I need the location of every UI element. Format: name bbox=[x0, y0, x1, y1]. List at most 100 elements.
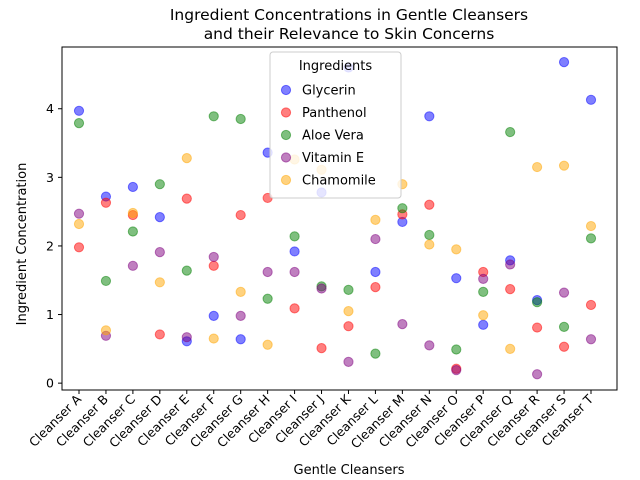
point-aloe-vera-13 bbox=[397, 203, 408, 214]
legend-box bbox=[269, 51, 402, 199]
legend: Ingredients Glycerin Panthenol Aloe Vera Vit… bbox=[269, 51, 402, 199]
point-panthenol-18 bbox=[532, 322, 543, 333]
point-vitamin-e-3 bbox=[127, 260, 138, 271]
point-chamomile-8 bbox=[262, 339, 273, 350]
legend-label-aloe-vera: Aloe Vera bbox=[302, 129, 364, 144]
point-aloe-vera-6 bbox=[208, 111, 219, 122]
chart-title-line-1: Ingredient Concentrations in Gentle Clea… bbox=[170, 6, 528, 24]
point-chamomile-11 bbox=[343, 306, 354, 317]
point-panthenol-17 bbox=[505, 284, 516, 295]
point-aloe-vera-2 bbox=[100, 275, 112, 287]
y-tick-label-0: 0 bbox=[46, 376, 54, 391]
point-aloe-vera-18 bbox=[532, 297, 543, 308]
legend-marker-chamomile bbox=[280, 174, 292, 186]
point-panthenol-1 bbox=[73, 242, 85, 253]
y-tick-label-1: 1 bbox=[46, 307, 54, 322]
legend-marker-panthenol bbox=[280, 107, 292, 118]
legend-label-glycerin: Glycerin bbox=[302, 84, 356, 99]
point-panthenol-10 bbox=[316, 343, 327, 354]
point-aloe-vera-7 bbox=[235, 113, 246, 125]
point-aloe-vera-11 bbox=[343, 284, 354, 295]
point-panthenol-6 bbox=[208, 260, 219, 271]
point-glycerin-1 bbox=[73, 105, 85, 116]
point-aloe-vera-14 bbox=[424, 229, 435, 241]
point-chamomile-3 bbox=[127, 207, 138, 219]
legend-label-chamomile: Chamomile bbox=[302, 174, 376, 189]
point-vitamin-e-19 bbox=[558, 287, 570, 298]
point-glycerin-16 bbox=[478, 319, 489, 330]
point-chamomile-4 bbox=[154, 277, 165, 288]
point-vitamin-e-14 bbox=[424, 340, 435, 351]
point-glycerin-6 bbox=[208, 310, 219, 322]
point-vitamin-e-9 bbox=[289, 266, 300, 278]
point-chamomile-14 bbox=[424, 239, 435, 250]
point-panthenol-7 bbox=[235, 209, 246, 221]
point-vitamin-e-16 bbox=[478, 273, 489, 284]
point-chamomile-5 bbox=[181, 153, 192, 164]
point-aloe-vera-19 bbox=[558, 321, 570, 332]
point-chamomile-2 bbox=[100, 325, 112, 336]
point-vitamin-e-8 bbox=[262, 266, 273, 278]
point-vitamin-e-5 bbox=[181, 332, 192, 343]
point-vitamin-e-12 bbox=[370, 233, 381, 245]
point-glycerin-7 bbox=[235, 334, 246, 345]
point-panthenol-2 bbox=[100, 197, 112, 208]
point-aloe-vera-15 bbox=[451, 344, 462, 355]
point-aloe-vera-16 bbox=[478, 286, 489, 297]
point-chamomile-7 bbox=[235, 286, 246, 297]
point-glycerin-19 bbox=[558, 56, 570, 68]
point-panthenol-9 bbox=[289, 303, 300, 314]
point-vitamin-e-4 bbox=[154, 247, 165, 258]
point-panthenol-12 bbox=[370, 282, 381, 293]
point-aloe-vera-17 bbox=[505, 126, 516, 138]
point-glycerin-4 bbox=[154, 212, 165, 223]
point-chamomile-17 bbox=[505, 343, 516, 354]
legend-title: Ingredients bbox=[299, 59, 373, 74]
point-aloe-vera-3 bbox=[127, 226, 138, 237]
y-axis-title: Ingredient Concentration bbox=[15, 163, 30, 326]
point-chamomile-12 bbox=[370, 214, 381, 225]
y-tick-label-2: 2 bbox=[46, 238, 54, 253]
point-vitamin-e-7 bbox=[235, 310, 246, 322]
point-panthenol-11 bbox=[343, 321, 354, 332]
point-vitamin-e-20 bbox=[585, 334, 597, 345]
point-chamomile-18 bbox=[532, 161, 543, 173]
chart-title-line-2: and their Relevance to Skin Concerns bbox=[204, 25, 495, 43]
x-axis-title: Gentle Cleansers bbox=[294, 463, 405, 478]
point-glycerin-20 bbox=[585, 94, 597, 105]
y-tick-label-4: 4 bbox=[46, 101, 54, 116]
point-aloe-vera-20 bbox=[585, 233, 597, 244]
point-vitamin-e-18 bbox=[532, 369, 543, 380]
chart-title: Ingredient Concentrations in Gentle Clea… bbox=[170, 6, 528, 43]
point-panthenol-4 bbox=[154, 329, 165, 340]
point-aloe-vera-8 bbox=[262, 293, 273, 304]
legend-label-panthenol: Panthenol bbox=[302, 106, 367, 121]
series-aloe-vera bbox=[73, 111, 597, 359]
point-panthenol-19 bbox=[558, 341, 570, 352]
legend-label-vitamin-e: Vitamin E bbox=[302, 151, 364, 166]
legend-marker-vitamin-e bbox=[280, 152, 292, 163]
point-vitamin-e-15 bbox=[451, 365, 462, 376]
point-chamomile-6 bbox=[208, 333, 219, 344]
y-tick-label-3: 3 bbox=[46, 170, 54, 185]
point-vitamin-e-10 bbox=[316, 283, 327, 294]
legend-marker-aloe-vera bbox=[280, 129, 292, 141]
point-vitamin-e-11 bbox=[343, 356, 354, 367]
point-glycerin-15 bbox=[451, 273, 462, 284]
point-chamomile-16 bbox=[478, 310, 489, 321]
point-aloe-vera-4 bbox=[154, 179, 165, 190]
data-points bbox=[73, 56, 597, 380]
point-aloe-vera-5 bbox=[181, 265, 192, 276]
point-chamomile-20 bbox=[585, 220, 597, 232]
point-glycerin-9 bbox=[289, 246, 300, 257]
point-vitamin-e-6 bbox=[208, 251, 219, 263]
point-vitamin-e-1 bbox=[73, 208, 85, 219]
point-glycerin-3 bbox=[127, 181, 138, 193]
point-panthenol-20 bbox=[585, 299, 597, 311]
point-chamomile-19 bbox=[558, 160, 570, 171]
point-aloe-vera-12 bbox=[370, 348, 381, 359]
plot-frame bbox=[61, 46, 618, 391]
point-panthenol-14 bbox=[424, 199, 435, 210]
point-chamomile-15 bbox=[451, 244, 462, 255]
